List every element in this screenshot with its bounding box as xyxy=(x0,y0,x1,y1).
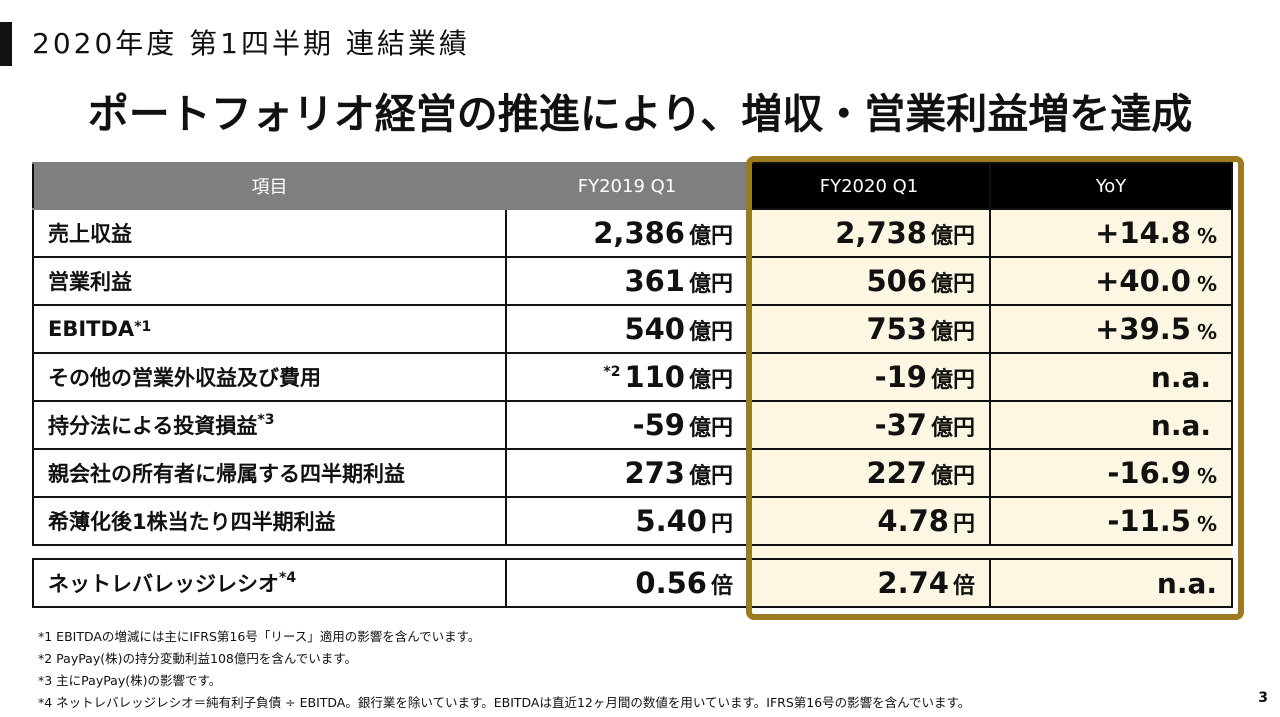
value-fy2020: 506 億円 xyxy=(747,256,991,306)
value-fy2020: 2,738 億円 xyxy=(747,208,991,258)
header-yoy: YoY xyxy=(989,162,1233,210)
header-fy2019: FY2019 Q1 xyxy=(505,162,749,210)
value-yoy: n.a. xyxy=(989,400,1233,450)
value-fy2019: 273 億円 xyxy=(505,448,749,498)
section-title: 2020年度 第1四半期 連結業績 xyxy=(32,27,470,60)
table-header: 項目 FY2019 Q1 FY2020 Q1 YoY xyxy=(32,162,1233,210)
table-row: 売上収益 2,386 億円 2,738 億円 +14.8% xyxy=(32,208,1233,258)
value-fy2019: -59 億円 xyxy=(505,400,749,450)
footnote: *1 EBITDAの増減には主にIFRS第16号「リース」適用の影響を含んでいま… xyxy=(38,629,481,644)
table-row: 希薄化後1株当たり四半期利益 5.40 円 4.78 円 -11.5% xyxy=(32,496,1233,546)
table-gap xyxy=(33,544,1232,560)
table-row: EBITDA*1 540 億円 753 億円 +39.5% xyxy=(32,304,1233,354)
footnote: *3 主にPayPay(株)の影響です。 xyxy=(38,673,222,688)
value-fy2020: 2.74 倍 xyxy=(747,558,991,608)
value-yoy: +14.8% xyxy=(989,208,1233,258)
value-fy2019: 0.56 倍 xyxy=(505,558,749,608)
value-fy2020: -19 億円 xyxy=(747,352,991,402)
value-fy2020: 227 億円 xyxy=(747,448,991,498)
table-row: 親会社の所有者に帰属する四半期利益 273 億円 227 億円 -16.9% xyxy=(32,448,1233,498)
value-fy2019: 5.40 円 xyxy=(505,496,749,546)
footnote: *2 PayPay(株)の持分変動利益108億円を含んでいます。 xyxy=(38,651,357,666)
value-fy2019: 361 億円 xyxy=(505,256,749,306)
header-item: 項目 xyxy=(32,162,507,210)
value-fy2019: 540 億円 xyxy=(505,304,749,354)
table-row: 持分法による投資損益*3 -59 億円 -37 億円 n.a. xyxy=(32,400,1233,450)
row-label: 持分法による投資損益*3 xyxy=(32,400,507,450)
row-label: その他の営業外収益及び費用 xyxy=(32,352,507,402)
header-fy2020: FY2020 Q1 xyxy=(747,162,991,210)
row-label: 営業利益 xyxy=(32,256,507,306)
row-label: EBITDA*1 xyxy=(32,304,507,354)
value-yoy: n.a. xyxy=(989,352,1233,402)
footnotes: *1 EBITDAの増減には主にIFRS第16号「リース」適用の影響を含んでいま… xyxy=(38,626,970,714)
row-label: 親会社の所有者に帰属する四半期利益 xyxy=(32,448,507,498)
row-label: 希薄化後1株当たり四半期利益 xyxy=(32,496,507,546)
value-yoy: -11.5% xyxy=(989,496,1233,546)
value-yoy: n.a. xyxy=(989,558,1233,608)
value-fy2019: *2 110 億円 xyxy=(505,352,749,402)
value-fy2019: 2,386 億円 xyxy=(505,208,749,258)
table-row-leverage: ネットレバレッジレシオ*4 0.56 倍 2.74 倍 n.a. xyxy=(32,558,1233,608)
page-number: 3 xyxy=(1258,690,1268,706)
value-yoy: +39.5% xyxy=(989,304,1233,354)
footnote: *4 ネットレバレッジレシオ＝純有利子負債 ÷ EBITDA。銀行業を除いていま… xyxy=(38,695,971,710)
section-bar xyxy=(0,22,12,66)
value-yoy: -16.9% xyxy=(989,448,1233,498)
table-row: その他の営業外収益及び費用 *2 110 億円 -19 億円 n.a. xyxy=(32,352,1233,402)
row-label: ネットレバレッジレシオ*4 xyxy=(32,558,507,608)
headline: ポートフォリオ経営の推進により、増収・営業利益増を達成 xyxy=(87,90,1193,138)
value-fy2020: -37 億円 xyxy=(747,400,991,450)
row-label: 売上収益 xyxy=(32,208,507,258)
table-body: 売上収益 2,386 億円 2,738 億円 +14.8% 営業利益 361 億円 506 億円 +4… xyxy=(32,208,1233,546)
value-yoy: +40.0% xyxy=(989,256,1233,306)
value-fy2020: 753 億円 xyxy=(747,304,991,354)
value-fy2020: 4.78 円 xyxy=(747,496,991,546)
results-table: 項目 FY2019 Q1 FY2020 Q1 YoY 売上収益 2,386 億円 2,… xyxy=(32,162,1233,608)
table-row: 営業利益 361 億円 506 億円 +40.0% xyxy=(32,256,1233,306)
